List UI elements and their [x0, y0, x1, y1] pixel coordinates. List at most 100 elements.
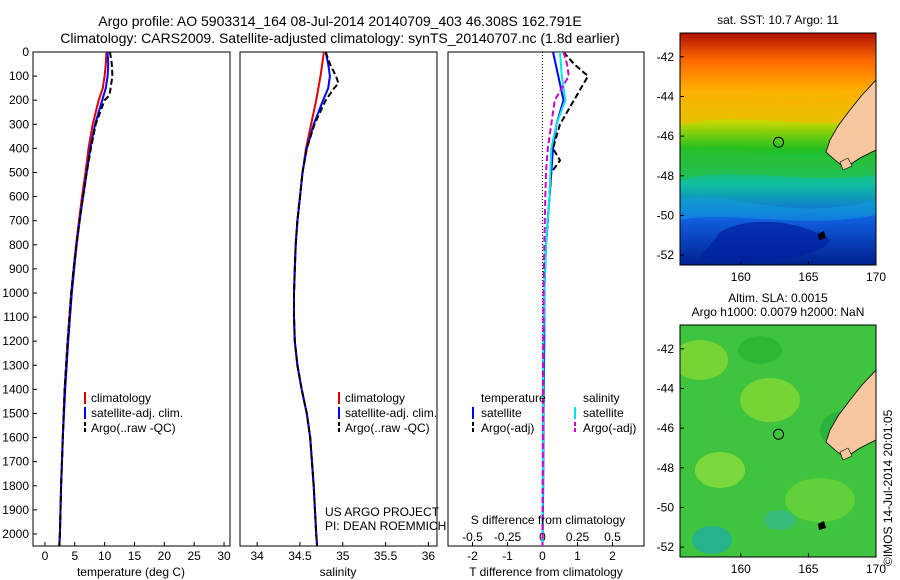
sst-band-3: [680, 196, 876, 221]
sla-patch: [695, 452, 745, 488]
sla-small-island: [839, 447, 853, 461]
sst-heatmap: [680, 33, 876, 265]
lat-tick-label: -46: [657, 129, 675, 143]
sst-cold-patch: [700, 221, 830, 262]
t-difference-xlabel: T difference from climatology: [469, 565, 623, 579]
s-tick-label: 0.5: [604, 530, 621, 544]
y-tick-label: 900: [9, 262, 29, 276]
difference-profiles: [541, 51, 590, 547]
legend-label-climatology: climatology: [91, 391, 151, 405]
salinity-xlabel: salinity: [320, 565, 357, 579]
sla-island-south: [818, 521, 826, 530]
sla-map-subtitle: Argo h1000: 0.0079 h2000: NaN: [692, 305, 865, 319]
x-tick-label: -1: [502, 549, 513, 563]
header-line-1: Argo profile: AO 5903314_164 08-Jul-2014…: [98, 13, 581, 29]
sla-cool-patch: [692, 526, 732, 554]
x-tick-label: 35.5: [374, 549, 398, 563]
sst-band-2: [680, 146, 876, 180]
lon-tick-label: 165: [798, 270, 818, 284]
y-tick-label: 1900: [2, 503, 29, 517]
y-tick-label: 1600: [2, 431, 29, 445]
sla-map-panel: Altim. SLA: 0.0015 Argo h1000: 0.0079 h2…: [657, 291, 887, 576]
sla-map-axes: [679, 324, 877, 558]
legend-label-s-argo: Argo(-adj): [583, 421, 636, 435]
lat-tick-label: -50: [657, 208, 675, 222]
s-tick-label: -0.25: [494, 530, 522, 544]
x-tick-label: 10: [98, 549, 112, 563]
lat-tick-label: -48: [657, 461, 675, 475]
legend-label-satellite-adj: satellite-adj. clim.: [91, 406, 183, 420]
sla-patch: [680, 340, 728, 380]
salinity-axes: [239, 51, 438, 547]
temperature-x-ticks: 0 5 10 15 20 25 30: [42, 542, 231, 563]
difference-axes: [447, 51, 645, 547]
temperature-legend: climatology satellite-adj. clim. Argo(..…: [84, 391, 183, 435]
x-tick-label: 1: [574, 549, 581, 563]
legend-label-argo: Argo(..raw -QC): [91, 421, 176, 435]
y-tick-label: 0: [22, 45, 29, 59]
x-tick-label: 36: [422, 549, 436, 563]
imos-timestamp: ©IMOS 14-Jul-2014 20:01:05: [881, 409, 895, 566]
salinity-x-ticks: 34 34.5 35 35.5 36: [250, 542, 435, 563]
sst-map-panel: sat. SST: 10.7 Argo: 11 160 165 170 -42 -44…: [657, 13, 887, 284]
lat-tick-label: -44: [657, 89, 675, 103]
sla-map-title: Altim. SLA: 0.0015: [728, 291, 828, 305]
sla-argo-location-marker: [773, 428, 785, 440]
y-tick-label: 1500: [2, 406, 29, 420]
y-tick-label: 600: [9, 190, 29, 204]
legend-label-satellite-adj: satellite-adj. clim.: [345, 406, 437, 420]
x-tick-label: 20: [158, 549, 172, 563]
sst-map-axes: [679, 32, 877, 266]
x-tick-label: 15: [128, 549, 142, 563]
project-credit: US ARGO PROJECT: [325, 505, 440, 519]
y-tick-label: 800: [9, 238, 29, 252]
profile-line-argo_s: [541, 51, 570, 547]
legend-label-t-argo: Argo(-adj): [481, 421, 534, 435]
x-tick-label: 34.5: [288, 549, 312, 563]
temperature-profiles: [58, 51, 114, 547]
legend-title-temperature: temperature: [481, 391, 546, 405]
legend-label-t-satellite: satellite: [481, 406, 522, 420]
profile-line-argo: [293, 51, 340, 547]
sla-lat-ticks: -42 -44 -46 -48 -50 -52: [657, 342, 684, 554]
y-tick-label: 1200: [2, 334, 29, 348]
s-tick-label: 0.25: [566, 530, 590, 544]
x-tick-label: 0: [539, 549, 546, 563]
pi-credit: PI: DEAN ROEMMICH: [325, 519, 446, 533]
legend-label-s-satellite: satellite: [583, 406, 624, 420]
legend-label-argo: Argo(..raw -QC): [345, 421, 430, 435]
y-tick-label: 1300: [2, 358, 29, 372]
sla-patch: [738, 336, 782, 364]
sst-land: [825, 79, 876, 169]
x-tick-label: 0: [42, 549, 49, 563]
difference-legend: temperature salinity satellite Argo(-adj…: [472, 391, 636, 435]
t-diff-x-ticks: -2 -1 0 1 2: [467, 542, 616, 563]
lat-tick-label: -52: [657, 248, 675, 262]
s-difference-label: S difference from climatology: [471, 513, 626, 527]
lat-tick-label: -52: [657, 540, 675, 554]
y-tick-label: 500: [9, 165, 29, 179]
y-tick-label: 100: [9, 69, 29, 83]
y-tick-label: 300: [9, 117, 29, 131]
lat-tick-label: -42: [657, 50, 675, 64]
sst-lat-ticks: -42 -44 -46 -48 -50 -52: [657, 50, 684, 262]
x-tick-label: -2: [467, 549, 478, 563]
lon-tick-label: 170: [866, 562, 886, 576]
difference-panel: -2 -1 0 1 2 -0.5 -0.25 0 0.25 0.5 S difference f…: [447, 51, 645, 579]
y-tick-label: 700: [9, 214, 29, 228]
sst-map-title: sat. SST: 10.7 Argo: 11: [717, 13, 839, 27]
x-tick-label: 30: [217, 549, 231, 563]
x-tick-label: 25: [188, 549, 202, 563]
temperature-panel: 0 5 10 15 20 25 30 0 100 200 300 400 500 600 700 800 90…: [2, 45, 231, 579]
profile-line-argo: [58, 51, 114, 547]
y-tick-label: 1000: [2, 286, 29, 300]
legend-label-climatology: climatology: [345, 391, 405, 405]
sla-lon-ticks: 160 165 170: [731, 553, 886, 576]
salinity-legend: climatology satellite-adj. clim. Argo(..…: [338, 391, 437, 435]
x-tick-label: 35: [336, 549, 350, 563]
lon-tick-label: 165: [798, 562, 818, 576]
sst-argo-location-marker: [773, 136, 785, 148]
x-tick-label: 5: [71, 549, 78, 563]
salinity-profiles: [293, 51, 340, 547]
sst-island-south: [818, 231, 826, 240]
